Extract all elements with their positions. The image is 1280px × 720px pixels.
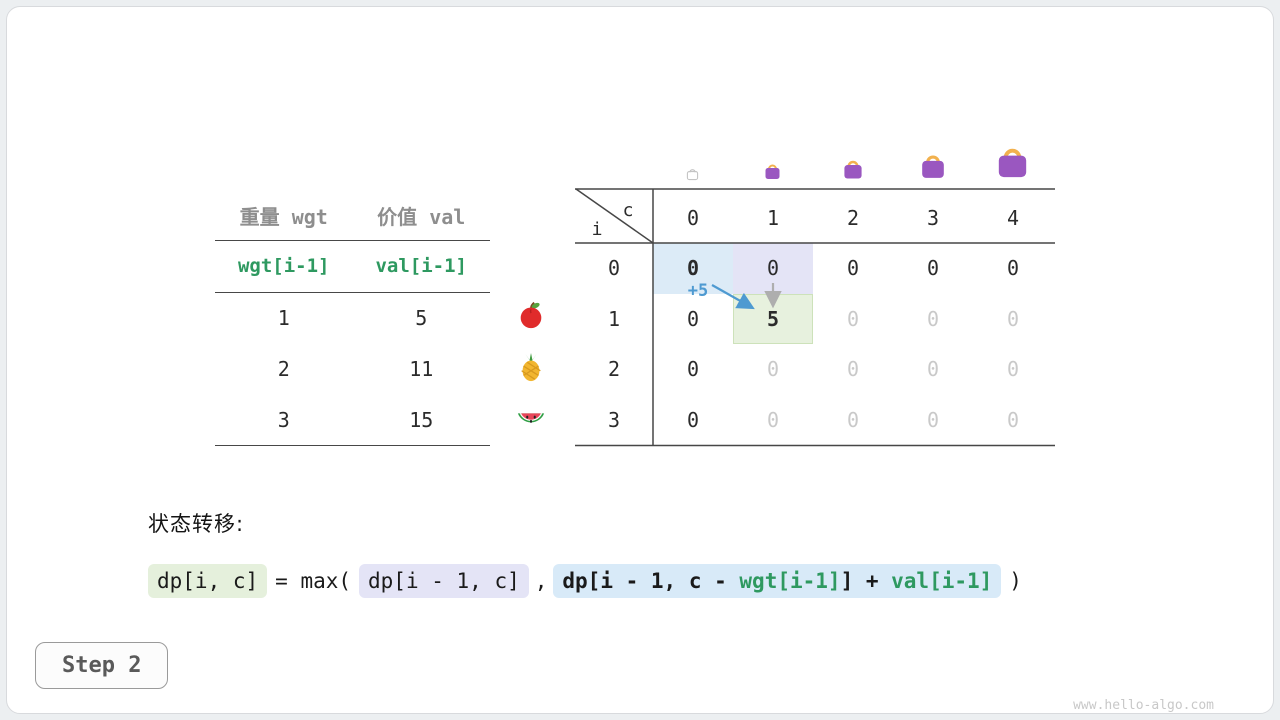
dp-cell-r3c2: 0 <box>846 407 860 432</box>
dp-corner-col-label: c <box>622 199 634 221</box>
dp-table-grid-lines <box>575 188 1055 447</box>
weights-table-line-bottom <box>215 445 490 446</box>
wgt-formula-label: wgt[i-1] <box>237 255 330 277</box>
dp-cell-r2c3: 0 <box>926 357 940 382</box>
item1-weight: 1 <box>277 305 290 330</box>
dp-col-header-3: 3 <box>926 206 940 230</box>
weights-table-row-3: 3 15 <box>215 394 490 445</box>
dp-cell-r3c0: 0 <box>686 407 700 432</box>
dp-table: 0 0 0 0 0 0 5 0 0 0 0 0 0 0 0 0 0 0 0 0 … <box>575 188 1055 447</box>
empty-handbag-icon <box>686 169 699 181</box>
plus-value-annotation: +5 <box>687 281 709 301</box>
dp-cell-r2c1: 0 <box>766 357 780 382</box>
dp-col-header-2: 2 <box>846 206 860 230</box>
pineapple-icon <box>521 352 541 382</box>
handbag-icon <box>765 164 780 179</box>
dp-col-header-4: 4 <box>1006 206 1020 230</box>
dp-corner-row-label: i <box>591 218 603 240</box>
apple-icon <box>520 301 542 329</box>
formula-dp-skip-term: dp[i - 1, c] <box>359 564 529 598</box>
dp-row-header-1: 1 <box>607 306 621 331</box>
weights-table-line-mid <box>215 292 490 293</box>
weights-table-row-2: 2 11 <box>215 343 490 394</box>
weights-table-line-top <box>215 240 490 241</box>
watermark: www.hello-algo.com <box>1073 698 1214 713</box>
item2-value: 11 <box>409 356 434 381</box>
formula-dp-take-term: dp[i - 1, c - wgt[i-1]] + val[i-1] <box>553 564 1002 598</box>
watermelon-icon <box>517 413 545 423</box>
formula-comma: , <box>534 569 548 593</box>
state-transition-heading: 状态转移: <box>148 512 245 536</box>
handbag-icon <box>844 160 862 179</box>
dp-cell-r2c4: 0 <box>1006 357 1020 382</box>
state-transition-formula: dp[i, c] = max( dp[i - 1, c] , dp[i - 1,… <box>148 560 1030 602</box>
handbag-icon <box>998 148 1027 178</box>
weights-table-formula-row: wgt[i-1] val[i-1] <box>215 240 490 292</box>
take-term-val: val[i-1] <box>891 569 993 593</box>
dp-cell-r0c2: 0 <box>846 256 860 281</box>
formula-dp-current: dp[i, c] <box>148 564 268 598</box>
dp-cell-r1c3: 0 <box>926 306 940 331</box>
step-badge: Step 2 <box>35 642 169 689</box>
weights-table-header: 重量 wgt 价值 val <box>215 190 490 240</box>
item3-weight: 3 <box>277 407 290 432</box>
dp-cell-r1c0: 0 <box>686 306 700 331</box>
weights-header-val: 价值 val <box>377 204 466 229</box>
dp-cell-r0c4: 0 <box>1006 256 1020 281</box>
take-term-wgt: wgt[i-1] <box>739 569 841 593</box>
dp-cell-r1c2: 0 <box>846 306 860 331</box>
weights-table-row-1: 1 5 <box>215 292 490 343</box>
item1-value: 5 <box>415 305 428 330</box>
dp-cell-r3c4: 0 <box>1006 407 1020 432</box>
take-term-prefix: dp[i - 1, c - <box>562 569 740 593</box>
handbag-icon <box>922 155 944 178</box>
dp-cell-r1c4: 0 <box>1006 306 1020 331</box>
dp-row-header-2: 2 <box>607 357 621 381</box>
dp-cell-r3c3: 0 <box>926 407 940 432</box>
dp-col-header-0: 0 <box>686 206 700 230</box>
dp-col-header-1: 1 <box>766 206 780 230</box>
weights-header-wgt: 重量 wgt <box>239 204 328 229</box>
dp-cell-r2c2: 0 <box>846 357 860 382</box>
val-formula-label: val[i-1] <box>375 255 467 277</box>
item3-value: 15 <box>409 407 434 432</box>
dp-cell-r3c1: 0 <box>766 407 780 432</box>
item2-weight: 2 <box>277 356 290 381</box>
formula-equals-max: = max( <box>275 569 352 593</box>
dp-cell-r2c0: 0 <box>686 357 700 382</box>
dp-cell-r0c3: 0 <box>926 256 940 281</box>
formula-close-paren: ) <box>1009 569 1022 593</box>
dp-row-header-0: 0 <box>607 256 621 280</box>
dp-row-header-3: 3 <box>607 407 621 432</box>
take-term-mid: ] + <box>840 569 892 593</box>
